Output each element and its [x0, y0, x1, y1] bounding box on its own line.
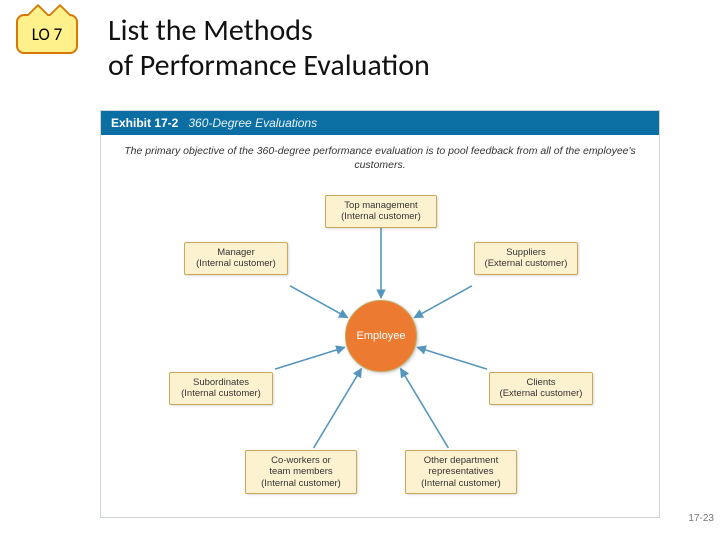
node-cow: Co-workers orteam members(Internal custo…: [245, 450, 357, 494]
diagram: Employee Top management(Internal custome…: [101, 181, 661, 511]
center-node-employee: Employee: [345, 300, 417, 372]
exhibit-frame: Exhibit 17-2 360-Degree Evaluations The …: [100, 110, 660, 518]
exhibit-number: Exhibit 17-2: [111, 116, 178, 130]
arrow-oth: [401, 369, 449, 448]
page-number: 17-23: [688, 513, 714, 524]
node-oth: Other departmentrepresentatives(Internal…: [405, 450, 517, 494]
center-label: Employee: [357, 330, 406, 342]
arrow-mgr: [290, 286, 348, 318]
title-line1: List the Methods: [108, 12, 313, 49]
lo-badge: LO 7: [16, 14, 78, 54]
node-sup: Suppliers(External customer): [474, 242, 578, 275]
title-line2: of Performance Evaluation: [108, 47, 430, 84]
exhibit-title: 360-Degree Evaluations: [188, 116, 317, 130]
arrow-cli: [417, 347, 487, 369]
node-top: Top management(Internal customer): [325, 195, 437, 228]
exhibit-caption: The primary objective of the 360-degree …: [101, 135, 659, 176]
exhibit-bar: Exhibit 17-2 360-Degree Evaluations: [101, 111, 659, 135]
page-title: List the Methods of Performance Evaluati…: [108, 14, 430, 83]
lo-badge-label: LO 7: [32, 24, 63, 45]
arrow-sup: [414, 286, 472, 318]
node-cli: Clients(External customer): [489, 372, 593, 405]
node-sub: Subordinates(Internal customer): [169, 372, 273, 405]
arrow-sub: [275, 347, 345, 369]
node-mgr: Manager(Internal customer): [184, 242, 288, 275]
arrow-cow: [314, 369, 362, 448]
